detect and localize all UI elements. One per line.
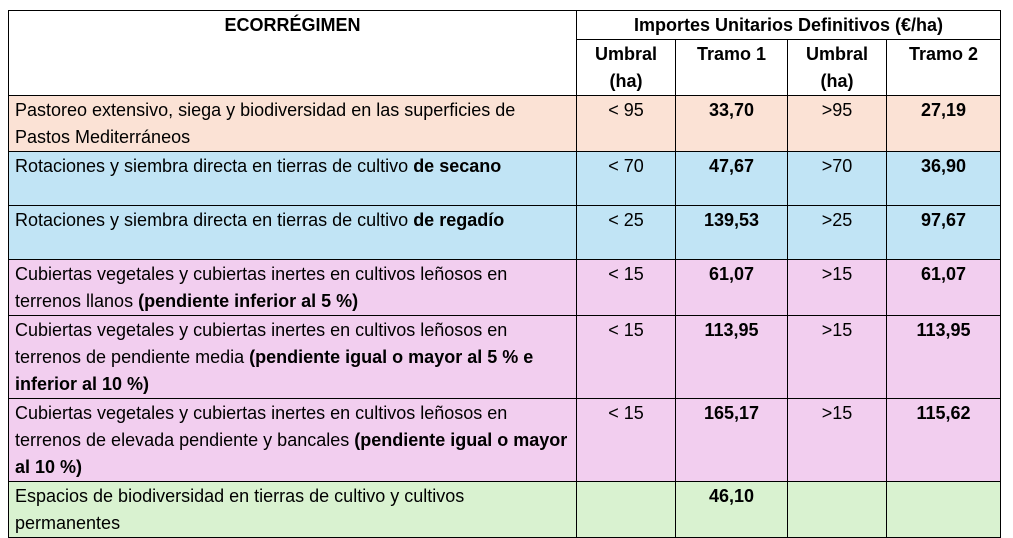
row-umbral-2 [787,481,887,538]
row-tramo-2: 36,90 [886,151,1001,206]
description-bold-text: de secano [413,156,502,176]
header-group: Importes Unitarios Definitivos (€/ha) [576,10,1001,40]
row-umbral-1 [576,481,676,538]
row-tramo-2: 61,07 [886,259,1001,316]
row-umbral-1: < 15 [576,259,676,316]
row-tramo-2: 113,95 [886,315,1001,399]
description-text: Rotaciones y siembra directa en tierras … [15,210,414,230]
table-row: Cubiertas vegetales y cubiertas inertes … [8,315,1001,399]
header-regime: ECORRÉGIMEN [8,10,577,96]
row-tramo-2 [886,481,1001,538]
row-umbral-1: < 15 [576,315,676,399]
row-tramo-2: 27,19 [886,95,1001,152]
row-umbral-1: < 95 [576,95,676,152]
description-text: Cubiertas vegetales y cubiertas inertes … [15,264,508,311]
row-umbral-2: >70 [787,151,887,206]
description-text: Pastoreo extensivo, siega y biodiversida… [15,100,516,147]
description-bold-text: (pendiente igual o mayor al 5 % e inferi… [15,347,534,394]
table-row: Pastoreo extensivo, siega y biodiversida… [8,95,1001,152]
row-description: Pastoreo extensivo, siega y biodiversida… [8,95,577,152]
row-tramo-1: 33,70 [675,95,788,152]
row-umbral-1: < 25 [576,205,676,260]
row-tramo-1: 61,07 [675,259,788,316]
row-description: Cubiertas vegetales y cubiertas inertes … [8,315,577,399]
row-umbral-2: >95 [787,95,887,152]
row-tramo-2: 115,62 [886,398,1001,482]
table-row: Rotaciones y siembra directa en tierras … [8,205,1001,260]
row-description: Espacios de biodiversidad en tierras de … [8,481,577,538]
row-umbral-2: >15 [787,315,887,399]
description-text: Cubiertas vegetales y cubiertas inertes … [15,320,508,367]
table-row: Cubiertas vegetales y cubiertas inertes … [8,259,1001,316]
ecoregimen-table: ECORRÉGIMEN Importes Unitarios Definitiv… [8,10,1001,538]
header-row-2: Umbral (ha) Tramo 1 Umbral (ha) Tramo 2 [9,39,1001,96]
description-bold-text: (pendiente inferior al 5 %) [138,291,359,311]
row-description: Rotaciones y siembra directa en tierras … [8,151,577,206]
row-tramo-1: 165,17 [675,398,788,482]
description-text: Espacios de biodiversidad en tierras de … [15,486,465,533]
header-umbral-2: Umbral (ha) [787,39,887,96]
description-text: Rotaciones y siembra directa en tierras … [15,156,414,176]
row-description: Rotaciones y siembra directa en tierras … [8,205,577,260]
row-tramo-1: 113,95 [675,315,788,399]
row-description: Cubiertas vegetales y cubiertas inertes … [8,259,577,316]
row-tramo-2: 97,67 [886,205,1001,260]
description-text: Cubiertas vegetales y cubiertas inertes … [15,403,508,450]
row-tramo-1: 47,67 [675,151,788,206]
header-row-1: ECORRÉGIMEN Importes Unitarios Definitiv… [8,10,1001,96]
row-description: Cubiertas vegetales y cubiertas inertes … [8,398,577,482]
row-umbral-1: < 70 [576,151,676,206]
row-umbral-2: >15 [787,259,887,316]
table-row: Cubiertas vegetales y cubiertas inertes … [8,398,1001,482]
row-tramo-1: 46,10 [675,481,788,538]
header-tramo-1: Tramo 1 [675,39,788,96]
header-tramo-2: Tramo 2 [886,39,1001,96]
table-row: Espacios de biodiversidad en tierras de … [8,481,1001,538]
table-row: Rotaciones y siembra directa en tierras … [8,151,1001,206]
description-bold-text: de regadío [413,210,505,230]
row-tramo-1: 139,53 [675,205,788,260]
row-umbral-2: >15 [787,398,887,482]
row-umbral-2: >25 [787,205,887,260]
description-bold-text: (pendiente igual o mayor al 10 %) [15,430,568,477]
row-umbral-1: < 15 [576,398,676,482]
header-umbral-1: Umbral (ha) [576,39,676,96]
